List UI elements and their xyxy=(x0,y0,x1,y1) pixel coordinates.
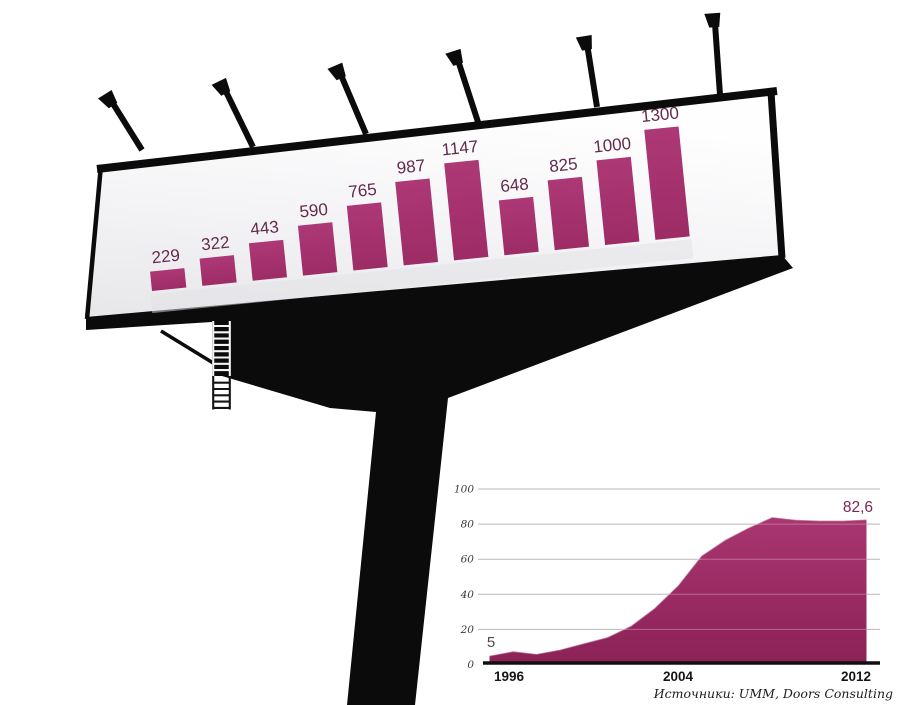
floodlight-lamp-icon xyxy=(212,78,259,152)
start-value-annotation: 5 xyxy=(487,634,495,651)
billboard-bar-label: 1000 xyxy=(592,134,632,157)
y-tick-label: 20 xyxy=(460,624,475,636)
x-tick-label: 2012 xyxy=(841,669,871,684)
y-tick-label: 100 xyxy=(454,484,474,496)
y-tick-label: 60 xyxy=(461,554,475,566)
billboard-bar-label: 229 xyxy=(151,246,181,268)
area-chart: 0 20 40 60 80 100 1996 2004 2012 5 82,6 xyxy=(454,484,880,685)
billboard-bar xyxy=(298,222,337,275)
billboard-bar-label: 590 xyxy=(299,200,329,222)
billboard-bar-label: 1147 xyxy=(441,137,479,160)
y-tick-label: 0 xyxy=(467,659,474,671)
billboard-bar xyxy=(200,255,237,286)
billboard-infographic: 229 322 443 590 765 987 1147 648 825 1000 1300 0 20… xyxy=(0,0,899,705)
area-series xyxy=(490,517,867,663)
x-tick-label: 2004 xyxy=(663,669,694,684)
billboard-bar-label: 765 xyxy=(347,180,377,202)
billboard-bar-label: 987 xyxy=(396,156,426,178)
infographic-canvas: 229 322 443 590 765 987 1147 648 825 1000 1300 0 20… xyxy=(0,0,899,705)
billboard-bar xyxy=(499,197,539,255)
billboard-bar-label: 443 xyxy=(250,217,280,239)
y-tick-label: 80 xyxy=(461,519,475,531)
floodlight-lamp-icon xyxy=(704,13,726,96)
source-note: Источники: UMM, Doors Consulting xyxy=(653,686,893,701)
x-tick-labels: 1996 2004 2012 xyxy=(494,669,871,684)
billboard-bar xyxy=(347,202,388,270)
floodlight-lamp-icon xyxy=(576,35,603,109)
end-value-annotation: 82,6 xyxy=(843,499,873,516)
billboard-bar-label: 322 xyxy=(200,233,230,255)
billboard-bar xyxy=(249,240,287,281)
x-tick-label: 1996 xyxy=(494,669,525,684)
floodlight-lamp-icon xyxy=(98,90,147,155)
y-tick-label: 40 xyxy=(460,589,475,601)
floodlight-lamp-icon xyxy=(327,63,371,138)
billboard-bar-label: 648 xyxy=(499,174,529,196)
billboard-bar-label: 825 xyxy=(548,154,578,176)
y-tick-labels: 0 20 40 60 80 100 xyxy=(454,484,474,672)
billboard-bar xyxy=(150,268,186,291)
billboard-bar xyxy=(548,177,589,250)
floodlight-lamp-icon xyxy=(445,49,483,125)
billboard-bar-label: 1300 xyxy=(640,103,680,126)
